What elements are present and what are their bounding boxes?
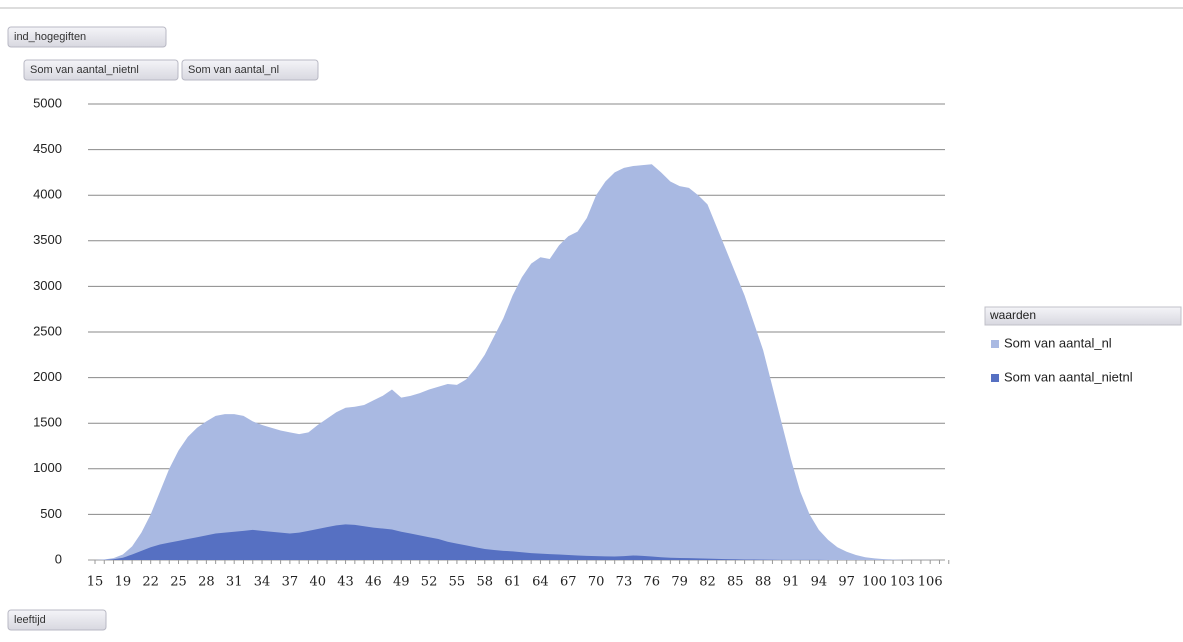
- x-tick-label: 46: [365, 575, 382, 590]
- value-button[interactable]: Som van aantal_nl: [181, 59, 319, 81]
- x-tick-label: 58: [476, 575, 493, 590]
- x-tick-label: 34: [254, 575, 271, 590]
- plot: [95, 164, 949, 560]
- y-tick-label: 1000: [33, 460, 62, 475]
- x-tick-label: 82: [699, 575, 716, 590]
- axis-label: leeftijd: [14, 614, 46, 626]
- y-tick-label: 4500: [33, 141, 62, 156]
- y-tick-label: 3500: [33, 232, 62, 247]
- x-tick-label: 79: [671, 575, 688, 590]
- x-tick-label: 49: [393, 575, 410, 590]
- x-tick-label: 52: [421, 575, 438, 590]
- filter-label: ind_hogegiften: [14, 31, 86, 43]
- x-tick-label: 61: [504, 575, 521, 590]
- x-tick-label: 94: [811, 575, 828, 590]
- x-tick-label: 73: [616, 575, 633, 590]
- x-tick-label: 28: [198, 575, 215, 590]
- value-button[interactable]: Som van aantal_nietnl: [23, 59, 179, 81]
- x-tick-label: 40: [309, 575, 326, 590]
- x-tick-label: 88: [755, 575, 772, 590]
- legend-header[interactable]: [984, 306, 1182, 326]
- value-label: Som van aantal_nietnl: [30, 64, 139, 76]
- y-tick-label: 3000: [33, 278, 62, 293]
- legend-swatch: [991, 340, 999, 348]
- area: [95, 164, 949, 560]
- x-tick-label: 67: [560, 575, 577, 590]
- x-tick-label: 70: [588, 575, 605, 590]
- y-tick-label: 500: [40, 506, 62, 521]
- x-tick-label: 25: [170, 575, 187, 590]
- x-tick-label: 19: [115, 575, 132, 590]
- x-tick-label: 103: [890, 575, 915, 590]
- legend-label: Som van aantal_nietnl: [1004, 369, 1133, 384]
- y-tick-label: 5000: [33, 95, 62, 110]
- x-tick-label: 64: [532, 575, 549, 590]
- y-tick-label: 0: [55, 551, 62, 566]
- legend-label: Som van aantal_nl: [1004, 335, 1112, 350]
- y-tick-label: 1500: [33, 415, 62, 430]
- filter-button[interactable]: ind_hogegiften: [7, 26, 167, 48]
- y-tick-label: 2500: [33, 323, 62, 338]
- x-tick-label: 37: [282, 575, 299, 590]
- legend-title: waarden: [989, 308, 1036, 322]
- x-tick-label: 22: [142, 575, 159, 590]
- x-tick-label: 43: [337, 575, 354, 590]
- y-tick-label: 4000: [33, 187, 62, 202]
- x-tick-label: 85: [727, 575, 744, 590]
- x-tick-label: 15: [87, 575, 104, 590]
- x-tick-label: 100: [862, 575, 887, 590]
- x-tick-label: 106: [918, 575, 943, 590]
- x-tick-label: 97: [838, 575, 855, 590]
- area: [95, 524, 949, 560]
- x-tick-label: 55: [449, 575, 466, 590]
- legend-swatch: [991, 374, 999, 382]
- y-tick-label: 2000: [33, 369, 62, 384]
- x-tick-label: 91: [783, 575, 800, 590]
- x-tick-label: 31: [226, 575, 243, 590]
- value-label: Som van aantal_nl: [188, 64, 279, 76]
- x-tick-label: 76: [644, 575, 661, 590]
- axis-button[interactable]: leeftijd: [7, 609, 107, 631]
